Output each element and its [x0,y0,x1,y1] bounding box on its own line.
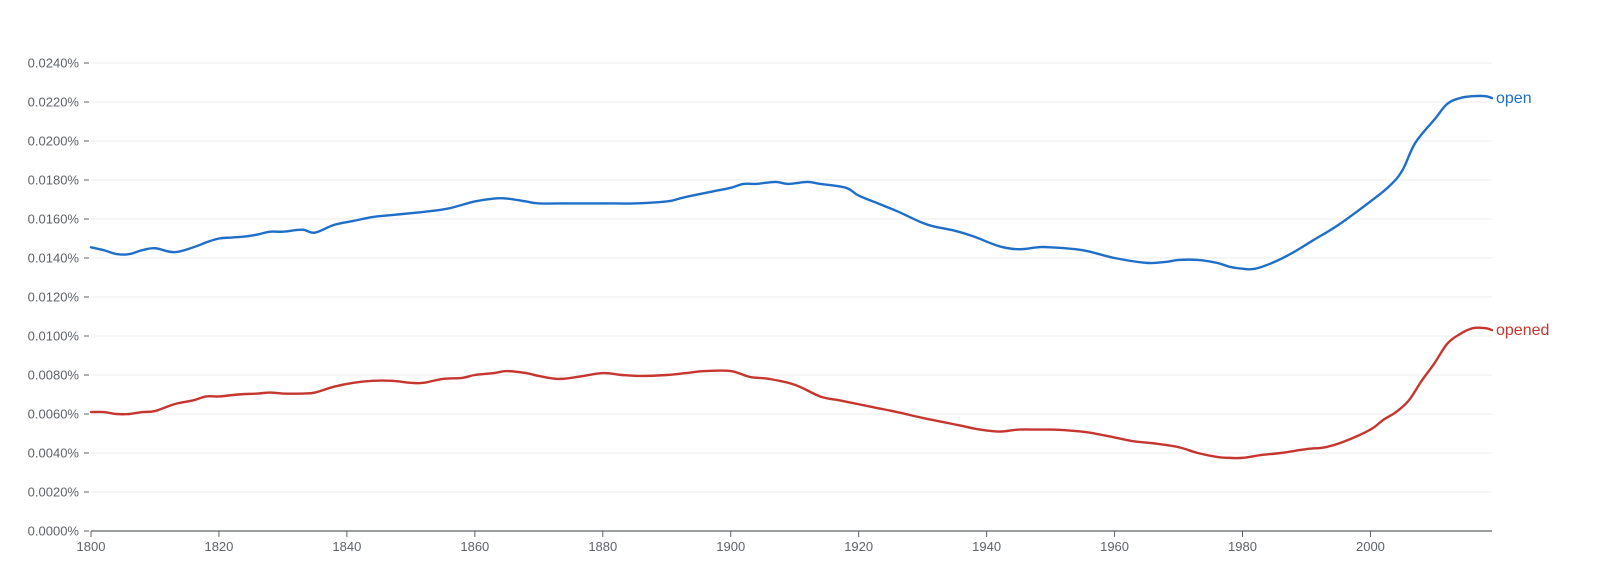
x-tick-label: 1960 [1100,539,1129,554]
y-tick-label: 0.0140% [28,251,80,266]
x-tick-label: 1800 [77,539,106,554]
x-tick-label: 1980 [1228,539,1257,554]
y-tick-label: 0.0100% [28,329,80,344]
y-tick-label: 0.0060% [28,407,80,422]
series-layer: open opened [89,90,1549,460]
y-tick-label: 0.0000% [28,524,80,539]
x-tick-label: 1820 [204,539,233,554]
y-tick-label: 0.0020% [28,485,80,500]
series-label-open[interactable]: open [1496,90,1532,107]
y-tick-label: 0.0120% [28,290,80,305]
x-axis: 1800 1820 1840 1860 1880 1900 1920 1940 1960 1980… [77,530,1492,554]
series-line-opened[interactable] [89,326,1494,460]
grid-lines [91,62,1492,493]
x-tick-label: 1940 [972,539,1001,554]
y-tick-label: 0.0240% [28,56,80,71]
y-tick-label: 0.0200% [28,134,80,149]
x-tick-label: 1860 [460,539,489,554]
x-tick-label: 1900 [716,539,745,554]
series-line-open[interactable] [89,94,1494,271]
series-label-opened[interactable]: opened [1496,322,1549,339]
y-tick-label: 0.0040% [28,446,80,461]
x-tick-label: 1920 [844,539,873,554]
y-tick-label: 0.0160% [28,212,80,227]
y-tick-label: 0.0220% [28,95,80,110]
x-tick-label: 2000 [1356,539,1385,554]
y-axis: 0.0000% 0.0020% 0.0040% 0.0060% 0.0080% 0.010… [28,56,89,539]
x-tick-label: 1880 [588,539,617,554]
y-tick-label: 0.0180% [28,173,80,188]
y-tick-label: 0.0080% [28,368,80,383]
x-tick-label: 1840 [332,539,361,554]
